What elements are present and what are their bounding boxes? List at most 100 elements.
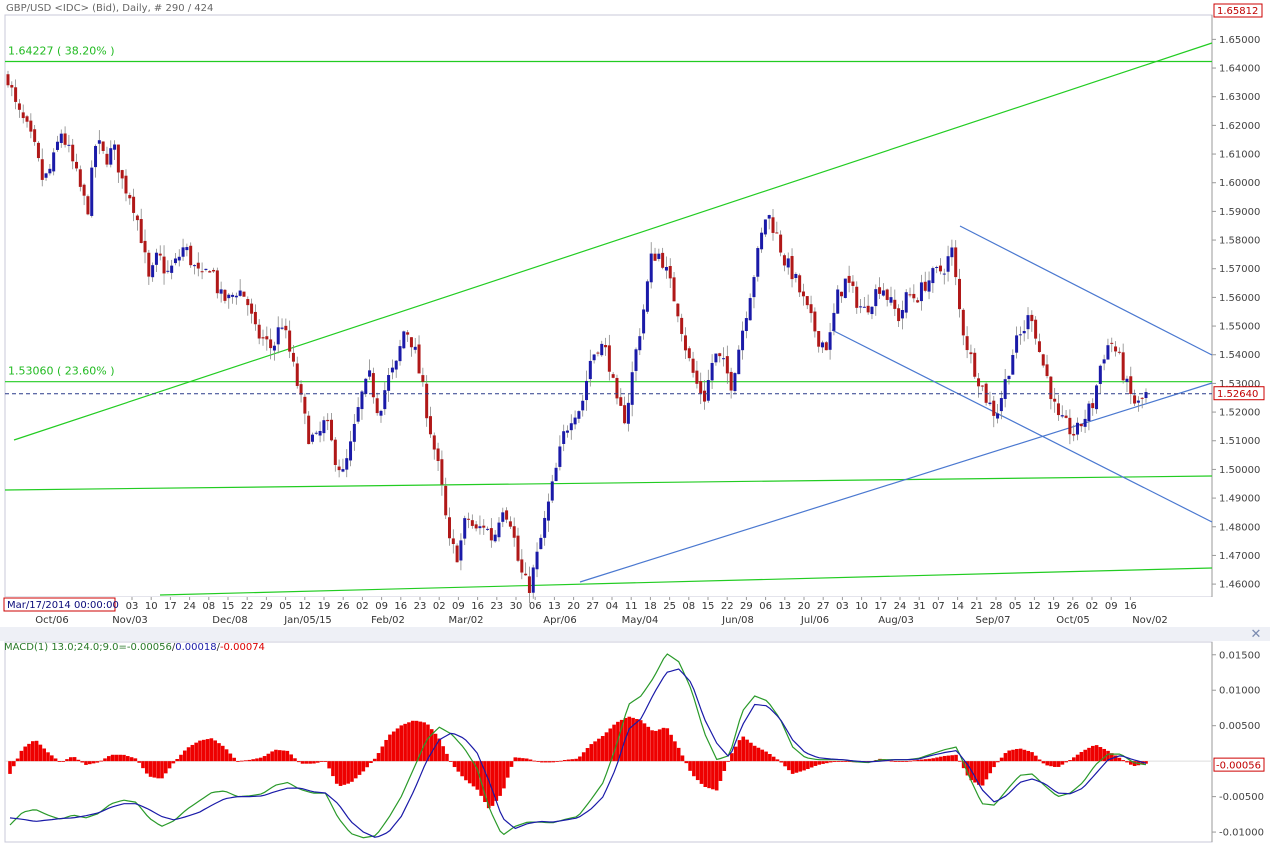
candle-body	[413, 346, 417, 350]
candle-body	[310, 434, 314, 442]
month-label: Jun/08	[721, 615, 754, 626]
candle-body	[204, 268, 208, 270]
candle-body	[489, 528, 493, 541]
macd-hist-bar	[559, 760, 563, 762]
candle-body	[695, 370, 699, 384]
candle-body	[855, 286, 859, 308]
macd-label-part: MACD(1) 13.0;24.0;9.0=	[4, 642, 127, 653]
macd-hist-bar	[726, 760, 730, 762]
macd-hist-bar	[334, 761, 339, 784]
macd-hist-bar	[661, 727, 666, 762]
candle-body	[1007, 375, 1011, 380]
macd-hist-bar	[714, 761, 719, 791]
macd-hist-bar	[688, 761, 692, 771]
macd-hist-bar	[236, 761, 240, 762]
candle-body	[75, 161, 79, 169]
candle-body	[406, 332, 410, 335]
price-tick-label: 1.56000	[1219, 293, 1260, 304]
candle-body	[421, 375, 425, 382]
macd-hist-bar	[946, 755, 951, 762]
candle-body	[699, 381, 703, 394]
candle-body	[524, 573, 528, 576]
candle-body	[653, 253, 657, 261]
candle-body	[592, 354, 596, 361]
macd-hist-bar	[38, 744, 43, 762]
candle-body	[1034, 319, 1038, 339]
candle-body	[771, 217, 775, 233]
candle-body	[878, 287, 882, 294]
candle-body	[531, 567, 535, 593]
candle-body	[782, 255, 786, 266]
candle-body	[1083, 418, 1087, 427]
macd-hist-bar	[57, 761, 62, 762]
candle-body	[843, 278, 847, 298]
candle-body	[527, 576, 531, 593]
candle-body	[512, 526, 516, 538]
macd-hist-bar	[532, 760, 537, 762]
candle-body	[832, 312, 836, 331]
price-tick-label: 1.63000	[1219, 92, 1260, 103]
macd-hist-bar	[1007, 750, 1012, 762]
date-tick-label: 06	[759, 601, 772, 612]
candle-body	[352, 423, 356, 442]
candle-body	[604, 345, 608, 348]
candle-body	[1079, 423, 1083, 427]
date-tick-label: 02	[356, 601, 369, 612]
signal-line	[9, 668, 1147, 838]
green-trend-upper	[13, 42, 1213, 441]
candle-body	[265, 336, 269, 340]
candle-body	[668, 266, 672, 279]
macd-hist-bar	[1056, 761, 1061, 767]
macd-hist-bar	[604, 732, 609, 762]
candle-body	[840, 291, 844, 297]
close-indicator-icon[interactable]: ✕	[1250, 627, 1262, 642]
candle-body	[231, 294, 235, 297]
candle-body	[687, 348, 691, 359]
date-tick-label: 04	[606, 601, 619, 612]
macd-hist-bar	[847, 761, 852, 762]
candle-body	[55, 141, 59, 150]
month-label: Jul/06	[800, 615, 829, 626]
macd-hist-bar	[813, 761, 818, 766]
macd-hist-bar	[832, 761, 837, 763]
candle-body	[973, 352, 977, 377]
macd-hist-bar	[1037, 759, 1042, 762]
macd-hist-bar	[1121, 760, 1126, 762]
macd-hist-bar	[76, 759, 81, 762]
candle-body	[135, 215, 139, 221]
macd-hist-bar	[224, 749, 229, 762]
macd-hist-bar	[612, 724, 616, 762]
macd-hist-bar	[46, 752, 50, 762]
macd-hist-bar	[175, 758, 179, 762]
macd-hist-bar	[1030, 752, 1034, 762]
macd-hist-bar	[931, 758, 936, 762]
candle-body	[409, 337, 413, 348]
candle-body	[113, 144, 117, 150]
price-tick-label: 1.64000	[1219, 64, 1260, 75]
candle-body	[470, 520, 474, 526]
candle-body	[48, 168, 52, 174]
date-tick-label: 09	[452, 601, 465, 612]
candle-body	[59, 133, 63, 143]
candle-body	[763, 219, 767, 235]
macd-hist-bar	[281, 750, 286, 762]
candle-body	[851, 281, 855, 286]
candle-body	[253, 311, 257, 325]
macd-hist-bar	[695, 761, 700, 781]
macd-hist-bar	[372, 758, 377, 762]
candle-body	[356, 407, 360, 422]
candle-body	[6, 74, 10, 86]
macd-hist-bar	[395, 728, 400, 762]
macd-hist-bar	[494, 761, 499, 801]
macd-hist-bar	[646, 726, 651, 762]
candle-body	[162, 256, 166, 274]
date-tick-label: 26	[337, 601, 350, 612]
macd-hist-bar	[80, 761, 84, 763]
month-label: Oct/05	[1056, 615, 1089, 626]
candle-body	[958, 278, 962, 310]
macd-hist-bar	[167, 761, 172, 769]
crosshair-date-text: Mar/17/2014 00:00:00	[7, 600, 119, 611]
candle-body	[661, 252, 665, 268]
candle-body	[1068, 417, 1072, 435]
candle-body	[908, 294, 912, 296]
